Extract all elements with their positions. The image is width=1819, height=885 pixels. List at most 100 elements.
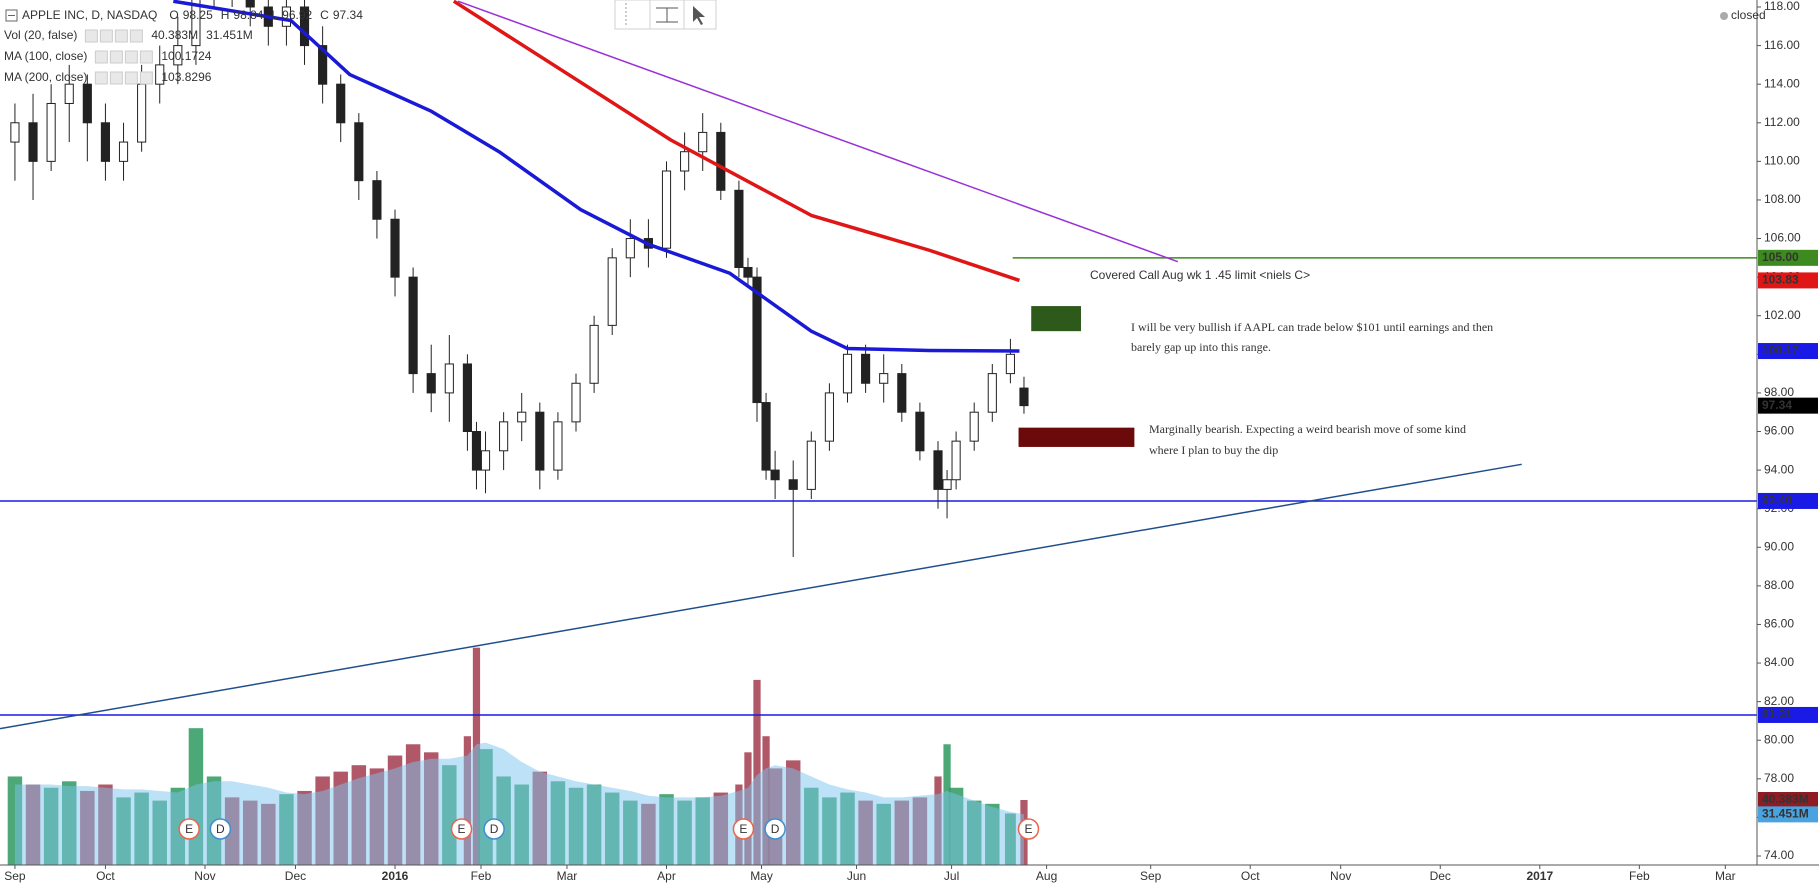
candle-body [299,6,310,47]
x-tick-label: Oct [96,869,115,883]
y-tick-label: 116.00 [1764,38,1800,52]
event-marker[interactable] [450,818,473,840]
annotation: I will be very bullish if AAPL can trade… [1131,320,1493,334]
price-tag [1758,791,1818,808]
candle-body [752,276,762,404]
price-tag-label: 105.00 [1762,250,1799,264]
trendline [457,0,1179,263]
collapse-icon[interactable] [5,9,18,22]
candle-body [625,238,635,259]
y-tick-label: 118.00 [1764,0,1800,13]
x-tick-label: Apr [657,869,676,883]
legend-name: MA (200, close) [4,70,87,84]
candle-body [661,170,672,249]
candle-body [743,266,753,278]
candle-body [861,353,871,384]
candle-body [589,324,599,384]
legend-value: 40.383M [151,28,198,42]
legend-icon[interactable] [139,71,153,85]
x-tick-label: May [750,869,773,883]
cursor-icon[interactable] [693,6,705,25]
x-tick-label: Dec [1430,869,1451,883]
x-tick-label: Mar [557,869,578,883]
legend-icon[interactable] [114,29,128,43]
candle-body [173,45,183,66]
event-label: E [739,822,747,836]
candle-body [118,141,129,162]
volume-bar [753,679,761,865]
candle-body [969,411,979,442]
legend-icon[interactable] [109,50,123,64]
legend-icon[interactable] [99,29,113,43]
legend-icon[interactable] [94,71,108,85]
legend-value: 100.1724 [161,49,211,63]
event-label: E [185,822,193,836]
candle-body [1005,353,1015,375]
candle-body [607,257,617,326]
moving-average [452,0,1021,283]
trendline [0,463,1522,730]
legend-icon[interactable] [129,29,143,43]
candle-body [462,363,472,432]
price-tag-label: 103.83 [1762,273,1799,287]
candle-body [499,421,509,452]
status-dot [1720,12,1728,20]
price-tag [1758,249,1818,266]
candle-body [553,421,563,471]
event-marker[interactable] [1017,818,1040,840]
x-tick-label: Jun [847,869,866,883]
candle-body [571,382,581,423]
candle-body [471,431,482,471]
candle-body [10,122,20,143]
toolbar[interactable] [614,0,717,30]
legend-icon[interactable] [109,71,123,85]
candle-body [761,402,771,471]
legend-icon[interactable] [94,50,108,64]
candle-body [734,189,744,268]
volume-ma-area [14,742,1024,865]
legend-icon[interactable] [124,50,138,64]
x-tick-label: Mar [1715,869,1736,883]
candle-body [788,479,798,490]
candle-body [951,440,961,481]
candle-body [28,122,38,162]
annotation: Covered Call Aug wk 1 .45 limit <niels C… [1090,268,1310,282]
zone [1018,427,1135,447]
event-marker[interactable] [209,818,232,840]
x-tick-label: Dec [285,869,306,883]
y-tick-label: 110.00 [1764,154,1800,168]
candle-body [698,131,708,153]
candle-body [444,363,454,394]
measure-icon[interactable] [656,7,678,23]
candle-body [716,131,726,191]
legend-icon[interactable] [139,50,153,64]
y-tick-label: 88.00 [1764,578,1794,592]
y-tick-label: 86.00 [1764,617,1794,631]
y-tick-label: 90.00 [1764,539,1794,553]
price-tag [1758,806,1818,823]
candle-body [897,373,907,413]
event-marker[interactable] [483,818,505,840]
price-tag [1758,397,1818,414]
candle-body [100,122,111,162]
legend-icon[interactable] [84,29,98,43]
event-marker[interactable] [764,818,786,840]
candle-body [354,122,364,182]
candle-body [842,353,853,394]
candle-body [1019,387,1029,407]
event-marker[interactable] [732,818,755,840]
price-tag [1758,706,1818,723]
x-tick-label: Nov [194,869,215,883]
price-tag [1758,272,1818,289]
legend-icon[interactable] [124,71,138,85]
y-tick-label: 96.00 [1764,424,1794,438]
y-tick-label: 80.00 [1764,732,1794,746]
price-tag-label: 100.17 [1762,343,1799,357]
event-marker[interactable] [178,818,200,840]
y-tick-label: 108.00 [1764,192,1801,206]
candle-body [191,0,201,47]
annotation: Marginally bearish. Expecting a weird be… [1149,422,1466,436]
candle-body [517,411,527,423]
price-tag [1758,343,1818,360]
